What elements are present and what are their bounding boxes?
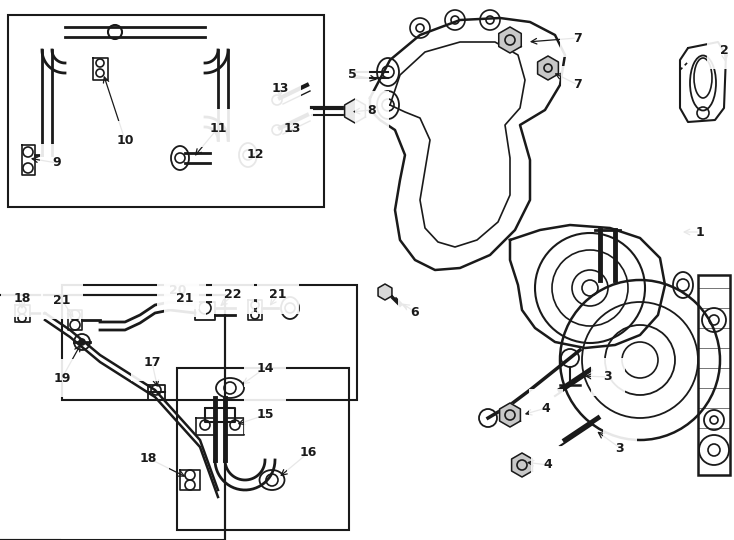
- Text: 21: 21: [176, 292, 194, 305]
- Bar: [62, 285, 357, 400]
- Text: 15: 15: [256, 408, 274, 422]
- Text: 13: 13: [283, 122, 301, 134]
- Text: 19: 19: [54, 372, 70, 384]
- Text: 18: 18: [13, 292, 31, 305]
- Text: 11: 11: [209, 122, 227, 134]
- Bar: [177, 368, 349, 530]
- Text: 3: 3: [603, 370, 612, 383]
- Text: 21: 21: [54, 294, 70, 307]
- Text: 16: 16: [299, 447, 316, 460]
- Bar: [8, 15, 324, 207]
- Text: 2: 2: [719, 44, 728, 57]
- Text: 20: 20: [170, 284, 186, 296]
- Text: 18: 18: [139, 451, 156, 464]
- Text: 4: 4: [544, 458, 553, 471]
- Polygon shape: [344, 99, 366, 123]
- Text: 22: 22: [225, 288, 241, 301]
- Polygon shape: [537, 56, 559, 80]
- Text: 10: 10: [116, 133, 134, 146]
- Polygon shape: [500, 403, 520, 427]
- Text: 7: 7: [574, 78, 582, 91]
- Text: 17: 17: [143, 355, 161, 368]
- Circle shape: [79, 339, 85, 345]
- Text: 4: 4: [542, 402, 550, 415]
- Text: 12: 12: [246, 148, 264, 161]
- Text: 1: 1: [696, 226, 705, 239]
- Polygon shape: [498, 27, 521, 53]
- Text: 21: 21: [269, 288, 287, 301]
- Text: 14: 14: [256, 361, 274, 375]
- Text: 8: 8: [368, 104, 377, 117]
- Polygon shape: [378, 284, 392, 300]
- Text: 5: 5: [348, 69, 357, 82]
- Bar: [698, 275, 730, 475]
- Text: 9: 9: [53, 157, 62, 170]
- Text: 6: 6: [411, 306, 419, 319]
- Text: 13: 13: [272, 82, 288, 94]
- Text: 7: 7: [573, 31, 581, 44]
- Polygon shape: [512, 453, 532, 477]
- Text: 3: 3: [616, 442, 625, 455]
